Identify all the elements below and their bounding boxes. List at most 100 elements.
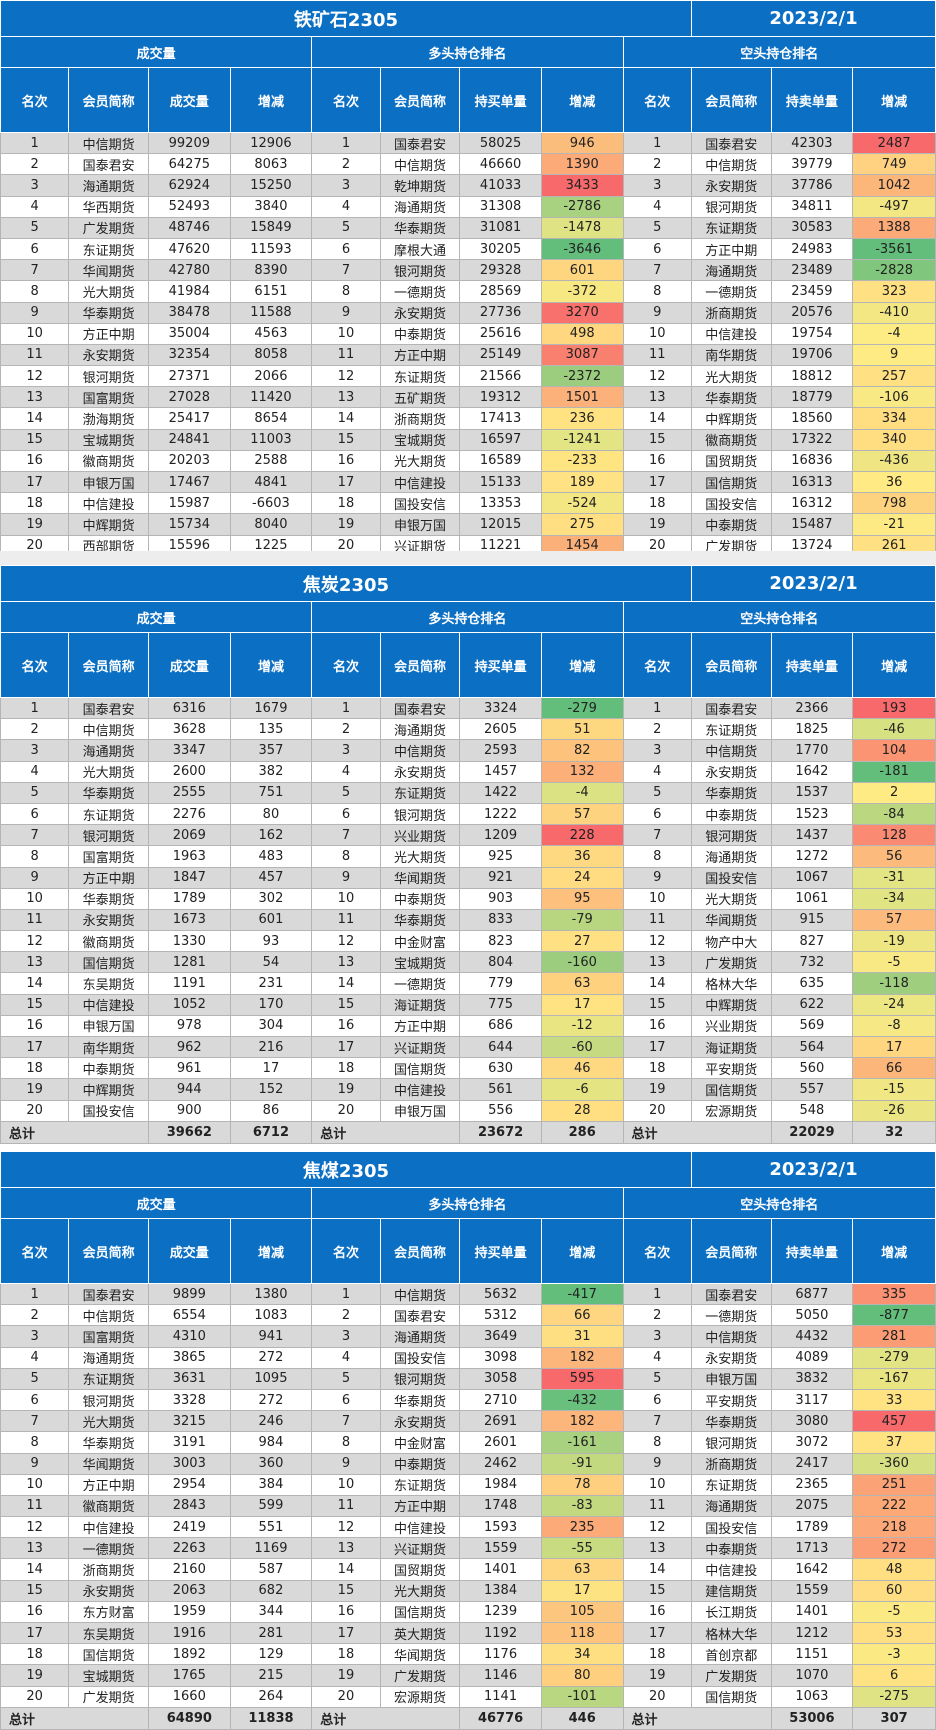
table-cell: 1388 xyxy=(852,216,936,239)
table-cell: 2 xyxy=(622,1304,692,1327)
table-cell: 4 xyxy=(311,1346,381,1369)
table-cell: 1067 xyxy=(770,866,854,889)
table-cell: 9 xyxy=(622,866,692,889)
table-cell: 17 xyxy=(540,1579,624,1602)
table-cell: -91 xyxy=(540,1452,624,1475)
table-cell: 25149 xyxy=(459,343,542,367)
table-cell: 7 xyxy=(0,824,70,847)
table-cell: 382 xyxy=(229,760,313,783)
table-cell: 中信期货 xyxy=(690,153,772,176)
table-cell: 2263 xyxy=(147,1537,231,1560)
table-cell: 2600 xyxy=(147,760,231,783)
section-date: 2023/2/1 xyxy=(690,0,936,37)
table-cell: 48746 xyxy=(147,216,231,239)
table-cell: 54 xyxy=(229,951,313,974)
table-cell: 中信建投 xyxy=(690,1558,772,1581)
table-cell: 银河期货 xyxy=(690,195,772,218)
table-cell: -5 xyxy=(852,1600,936,1624)
table-cell: 498 xyxy=(540,322,624,345)
table-cell: 中泰期货 xyxy=(379,887,461,910)
table-cell: 823 xyxy=(459,930,542,953)
table-cell: 37 xyxy=(852,1431,936,1454)
table-cell: 6 xyxy=(311,237,381,261)
table-cell: 格林大华 xyxy=(690,1621,772,1645)
table-cell: 4 xyxy=(311,195,381,218)
table-cell: 11420 xyxy=(229,386,313,409)
table-row: 5 广发期货 48746 15849 5 华泰期货 31081 -1478 5 东证期货 30583… xyxy=(0,216,936,239)
table-cell: 903 xyxy=(459,887,542,910)
table-cell: 浙商期货 xyxy=(690,1452,772,1475)
table-cell: 一德期货 xyxy=(379,972,461,995)
table-cell: 10 xyxy=(0,1473,70,1496)
table-row: 19 宝城期货 1765 215 19 广发期货 1146 80 19 广发期货 1070 6 xyxy=(0,1664,936,1687)
column-header: 增减 xyxy=(852,632,936,698)
table-cell: 17 xyxy=(622,1621,692,1645)
table-row: 2 国泰君安 64275 8063 2 中信期货 46660 1390 2 中信期货 39779 74… xyxy=(0,153,936,176)
table-cell: 21566 xyxy=(459,365,542,388)
column-header: 名次 xyxy=(0,1218,70,1284)
table-cell: 304 xyxy=(229,1014,313,1038)
table-cell: 1169 xyxy=(229,1537,313,1560)
table-cell: 1401 xyxy=(770,1600,854,1624)
table-cell: 1330 xyxy=(147,930,231,953)
table-cell: 华闻期货 xyxy=(68,259,149,282)
table-cell: 334 xyxy=(852,407,936,430)
table-cell: 徽商期货 xyxy=(68,1494,149,1518)
table-cell: 2 xyxy=(0,718,70,741)
table-cell: 1770 xyxy=(770,739,854,762)
table-cell: 国投安信 xyxy=(68,1099,149,1122)
table-cell: 827 xyxy=(770,930,854,953)
table-cell: 13353 xyxy=(459,492,542,515)
table-cell: 5 xyxy=(622,781,692,804)
table-cell: 物产中大 xyxy=(690,930,772,953)
table-cell: 18779 xyxy=(770,386,854,409)
table-cell: 8 xyxy=(311,845,381,868)
table-cell: 833 xyxy=(459,908,542,932)
table-cell: 光大期货 xyxy=(379,845,461,868)
table-cell: 66 xyxy=(540,1304,624,1327)
section-title: 焦煤2305 xyxy=(0,1151,692,1188)
table-cell: 921 xyxy=(459,866,542,889)
table-cell: 135 xyxy=(229,718,313,741)
table-cell: 海通期货 xyxy=(690,845,772,868)
table-cell: 281 xyxy=(852,1325,936,1348)
table-cell: 16 xyxy=(311,1600,381,1624)
table-cell: 12 xyxy=(622,1516,692,1539)
table-cell: 国富期货 xyxy=(68,386,149,409)
table-row: 14 浙商期货 2160 587 14 国贸期货 1401 63 14 中信建投 1642 48 xyxy=(0,1558,936,1581)
table-row: 8 国富期货 1963 483 8 光大期货 925 36 8 海通期货 1272 56 xyxy=(0,845,936,868)
table-cell: 16836 xyxy=(770,449,854,473)
table-cell: 10 xyxy=(622,1473,692,1496)
column-header: 会员简称 xyxy=(379,1218,461,1284)
table-cell: 光大期货 xyxy=(68,760,149,783)
table-cell: 24983 xyxy=(770,237,854,261)
table-cell: -1478 xyxy=(540,216,624,239)
table-cell: 340 xyxy=(852,428,936,451)
table-row: 7 华闻期货 42780 8390 7 银河期货 29328 601 7 海通期货 23489 -28… xyxy=(0,259,936,282)
table-cell: 浙商期货 xyxy=(690,301,772,324)
table-cell: 方正中期 xyxy=(379,1014,461,1038)
table-cell: 64275 xyxy=(147,153,231,176)
table-cell: 1959 xyxy=(147,1600,231,1624)
table-cell: 551 xyxy=(229,1516,313,1539)
total-value: 53006 xyxy=(770,1706,854,1730)
table-cell: 银河期货 xyxy=(68,1388,149,1412)
table-cell: 18 xyxy=(622,1057,692,1080)
table-cell: 19 xyxy=(622,513,692,536)
table-cell: 222 xyxy=(852,1494,936,1518)
table-cell: 3628 xyxy=(147,718,231,741)
header-row: 名次 会员简称 成交量 增减 名次 会员简称 持买单量 增减 名次 会员简称 持卖单量 增减 xyxy=(0,1218,936,1284)
table-cell: 华泰期货 xyxy=(690,781,772,804)
table-cell: 12906 xyxy=(229,131,313,155)
table-cell: 457 xyxy=(229,866,313,889)
table-cell: 8 xyxy=(311,280,381,303)
table-row: 5 东证期货 3631 1095 5 银河期货 3058 595 5 申银万国 3832 -167 xyxy=(0,1367,936,1390)
table-cell: 323 xyxy=(852,280,936,303)
group-long: 多头持仓排名 xyxy=(311,36,624,68)
table-row: 18 中信建投 15987 -6603 18 国投安信 13353 -524 18 国投安信 163… xyxy=(0,492,936,515)
table-cell: 1 xyxy=(311,1282,381,1306)
table-cell: 华泰期货 xyxy=(690,1410,772,1433)
table-cell: 162 xyxy=(229,824,313,847)
table-cell: 银河期货 xyxy=(68,365,149,388)
table-cell: 344 xyxy=(229,1600,313,1624)
